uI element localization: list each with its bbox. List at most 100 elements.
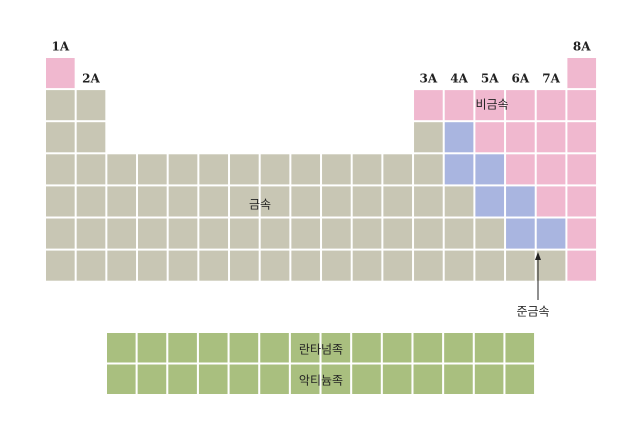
- element-cell: [383, 250, 413, 281]
- element-cell: [46, 186, 75, 217]
- element-cell: [46, 122, 75, 153]
- element-cell: [291, 250, 321, 281]
- element-cell: [260, 154, 290, 185]
- element-cell: [444, 122, 474, 153]
- f-block-cell: [474, 333, 504, 363]
- f-block-cell: [168, 333, 197, 363]
- f-block-cell: [260, 333, 289, 363]
- element-cell: [230, 154, 259, 185]
- element-cell: [199, 186, 229, 217]
- element-cell: [383, 218, 413, 249]
- element-cell: [168, 218, 198, 249]
- metalloid-label: 준금속: [516, 305, 549, 319]
- element-cell: [107, 250, 137, 281]
- element-cell: [322, 250, 351, 281]
- element-cell: [107, 154, 137, 185]
- element-cell: [230, 218, 259, 249]
- element-cell: [506, 122, 535, 153]
- element-cell: [76, 154, 106, 185]
- f-block-cell: [168, 364, 197, 394]
- group-label: 5A: [481, 72, 499, 86]
- element-cell: [506, 90, 535, 121]
- element-cell: [414, 250, 443, 281]
- element-cell: [107, 218, 137, 249]
- f-block-cell: [444, 333, 473, 363]
- element-cell: [199, 250, 229, 281]
- element-cell: [506, 250, 535, 281]
- element-cell: [475, 186, 505, 217]
- group-label: 6A: [512, 72, 530, 86]
- element-cell: [46, 90, 75, 121]
- f-block-cell: [505, 364, 535, 394]
- element-cell: [567, 218, 597, 249]
- lanthanides-label: 란타넘족: [299, 343, 343, 357]
- f-block-cell: [352, 333, 381, 363]
- element-cell: [567, 250, 597, 281]
- element-cell: [506, 186, 535, 217]
- element-cell: [199, 154, 229, 185]
- element-cell: [567, 58, 597, 89]
- element-cell: [475, 122, 505, 153]
- element-cell: [475, 154, 505, 185]
- element-cell: [230, 186, 259, 217]
- element-cell: [536, 154, 566, 185]
- cells: [46, 58, 597, 394]
- f-block-cell: [382, 364, 412, 394]
- element-cell: [383, 186, 413, 217]
- element-cell: [352, 218, 382, 249]
- f-block-cell: [413, 333, 443, 363]
- f-block-cell: [290, 333, 320, 363]
- element-cell: [168, 186, 198, 217]
- element-cell: [138, 250, 167, 281]
- f-block-cell: [321, 333, 351, 363]
- element-cell: [567, 122, 597, 153]
- element-cell: [536, 250, 566, 281]
- element-cell: [76, 186, 106, 217]
- element-cell: [199, 218, 229, 249]
- element-cell: [444, 90, 474, 121]
- f-block-cell: [260, 364, 289, 394]
- element-cell: [444, 250, 474, 281]
- element-cell: [260, 218, 290, 249]
- group-label: 7A: [542, 72, 560, 86]
- element-cell: [383, 154, 413, 185]
- f-block-cell: [382, 333, 412, 363]
- element-cell: [567, 154, 597, 185]
- element-cell: [230, 250, 259, 281]
- element-cell: [352, 154, 382, 185]
- element-cell: [414, 218, 443, 249]
- nonmetal-label: 비금속: [475, 98, 508, 112]
- element-cell: [168, 154, 198, 185]
- element-cell: [352, 250, 382, 281]
- element-cell: [76, 218, 106, 249]
- element-cell: [46, 154, 75, 185]
- element-cell: [567, 186, 597, 217]
- element-cell: [46, 218, 75, 249]
- element-cell: [414, 122, 443, 153]
- element-cell: [444, 186, 474, 217]
- element-cell: [475, 90, 505, 121]
- element-cell: [46, 58, 75, 89]
- f-block-cell: [198, 333, 228, 363]
- element-cell: [322, 154, 351, 185]
- element-cell: [46, 250, 75, 281]
- element-cell: [506, 218, 535, 249]
- element-cell: [536, 218, 566, 249]
- element-cell: [260, 250, 290, 281]
- element-cell: [506, 154, 535, 185]
- element-cell: [76, 90, 106, 121]
- element-cell: [76, 250, 106, 281]
- f-block-cell: [229, 364, 259, 394]
- group-label: 3A: [420, 72, 438, 86]
- element-cell: [76, 122, 106, 153]
- element-cell: [536, 186, 566, 217]
- element-cell: [291, 154, 321, 185]
- element-cell: [414, 90, 443, 121]
- group-label: 8A: [573, 40, 591, 54]
- element-cell: [168, 250, 198, 281]
- element-cell: [414, 186, 443, 217]
- f-block-cell: [198, 364, 228, 394]
- element-cell: [260, 186, 290, 217]
